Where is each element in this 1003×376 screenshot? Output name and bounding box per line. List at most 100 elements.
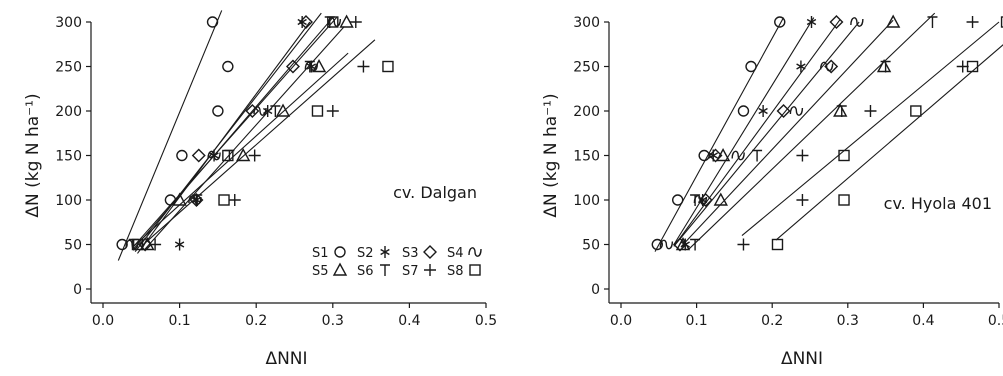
point-s1-circle-marker	[651, 238, 663, 251]
legend-tilde-marker	[468, 247, 482, 257]
legend-label-s8: S8	[447, 264, 464, 279]
fit-line-s8	[775, 44, 1003, 241]
panel-hyola: 0.0 0.1 0.2 0.3 0.4 0.5 0 50 100 150 200 250 300 ΔNNI…	[541, 12, 1003, 369]
point-s3-diamond-marker	[776, 104, 791, 118]
point-s8-square-marker	[771, 238, 784, 251]
point-s5-triangle-marker	[235, 148, 251, 162]
panel-dalgan: 0.0 0.1 0.2 0.3 0.4 0.5 0 50 100 150 200 250 300 ΔNNI…	[23, 10, 497, 369]
y-tick-label: 0	[591, 282, 600, 298]
point-s7-plus-marker	[737, 238, 750, 251]
point-s3-diamond-marker	[829, 15, 844, 29]
point-s1-circle-marker	[774, 16, 786, 28]
x-tick-label: 0.3	[837, 313, 859, 329]
point-s4-tilde-marker	[253, 106, 267, 116]
fit-line-s7	[741, 21, 1000, 237]
point-s5-triangle-marker	[172, 192, 187, 206]
point-s6-tee-marker	[927, 16, 938, 28]
point-s8-square-marker	[218, 194, 230, 206]
y-tick-label: 150	[573, 149, 600, 165]
fit-line-s5	[681, 19, 894, 247]
point-s8-square-marker	[311, 105, 324, 117]
x-tick-label: 0.2	[761, 313, 783, 329]
legend-label-s2: S2	[357, 246, 374, 261]
point-s2-asterisk-marker	[297, 16, 307, 28]
point-s7-plus-marker	[349, 16, 362, 28]
point-s6-tee-marker	[192, 194, 203, 206]
y-tick-label: 300	[55, 15, 82, 31]
y-tick-label: 100	[55, 193, 82, 209]
y-tick-label: 0	[73, 282, 82, 298]
x-axis-title: ΔNNI	[781, 349, 823, 369]
point-s7-plus-marker	[228, 194, 241, 206]
point-s7-plus-marker	[796, 194, 809, 206]
point-s3-diamond-marker	[708, 148, 723, 163]
fit-line-s6	[133, 17, 334, 250]
y-tick-label: 50	[582, 238, 600, 254]
point-s8-square-marker	[966, 60, 979, 73]
point-s3-diamond-marker	[672, 237, 687, 252]
point-s1-circle-marker	[222, 60, 234, 73]
point-s8-square-marker	[382, 60, 394, 73]
fit-line-s8	[133, 52, 349, 247]
legend-label-s1: S1	[312, 246, 329, 261]
legend-plus-marker	[424, 264, 436, 276]
point-s1-circle-marker	[212, 105, 224, 117]
point-s1-circle-marker	[176, 149, 188, 162]
x-tick-label: 0.5	[988, 313, 1003, 329]
fit-line-s3	[134, 12, 322, 252]
y-axis-title: ΔN (kg N ha⁻¹)	[541, 93, 561, 217]
point-s6-tee-marker	[690, 238, 701, 251]
point-s5-triangle-marker	[715, 148, 731, 162]
fit-line-s7	[140, 39, 376, 247]
point-s4-tilde-marker	[819, 61, 834, 72]
x-tick-label: 0.0	[92, 313, 114, 329]
point-s4-tilde-marker	[789, 106, 804, 116]
point-s4-tilde-marker	[207, 150, 221, 161]
legend-label-s4: S4	[447, 246, 464, 261]
point-s1-circle-marker	[672, 194, 684, 206]
point-s8-square-marker	[327, 16, 339, 28]
point-s8-square-marker	[838, 194, 850, 206]
y-axis-title: ΔN (kg N ha⁻¹)	[23, 93, 43, 217]
fit-line-s1	[654, 17, 785, 252]
fit-line-s6	[688, 12, 936, 250]
legend-diamond-marker	[423, 245, 437, 259]
point-s5-triangle-marker	[339, 14, 354, 28]
point-s5-triangle-marker	[675, 237, 691, 251]
y-tick-label: 150	[55, 149, 82, 165]
x-tick-label: 0.1	[685, 313, 707, 329]
x-axis-title: ΔNNI	[265, 349, 307, 369]
point-s8-square-marker	[222, 149, 234, 162]
point-s4-tilde-marker	[304, 61, 319, 72]
point-s7-plus-marker	[864, 105, 877, 117]
cultivar-annotation: cv. Hyola 401	[884, 194, 992, 213]
point-s5-triangle-marker	[885, 14, 901, 28]
x-tick-label: 0.2	[245, 313, 267, 329]
point-s5-triangle-marker	[876, 59, 892, 73]
point-s7-plus-marker	[956, 60, 969, 73]
fit-line-s4	[673, 21, 860, 247]
point-s7-plus-marker	[796, 149, 809, 162]
fit-line-s4	[131, 17, 338, 249]
point-s8-square-marker	[838, 149, 850, 162]
point-s2-asterisk-marker	[174, 238, 185, 251]
point-s6-tee-marker	[836, 105, 847, 117]
legend: S1 S2 S3 S4 S5 S6 S7 S8	[312, 245, 482, 279]
point-s7-plus-marker	[149, 238, 162, 251]
point-s5-triangle-marker	[275, 103, 291, 117]
point-s4-tilde-marker	[693, 195, 708, 205]
point-s6-tee-marker	[752, 149, 763, 162]
legend-circle-marker	[334, 246, 346, 258]
legend-label-s5: S5	[312, 264, 329, 279]
fit-line-s1	[117, 10, 223, 261]
point-s7-plus-marker	[248, 149, 261, 162]
cultivar-annotation: cv. Dalgan	[393, 183, 477, 202]
point-s2-asterisk-marker	[806, 16, 817, 28]
point-s4-tilde-marker	[188, 195, 202, 205]
legend-label-s6: S6	[357, 264, 374, 279]
point-s6-tee-marker	[270, 105, 281, 117]
legend-label-s3: S3	[402, 246, 419, 261]
y-tick-label: 200	[55, 104, 82, 120]
